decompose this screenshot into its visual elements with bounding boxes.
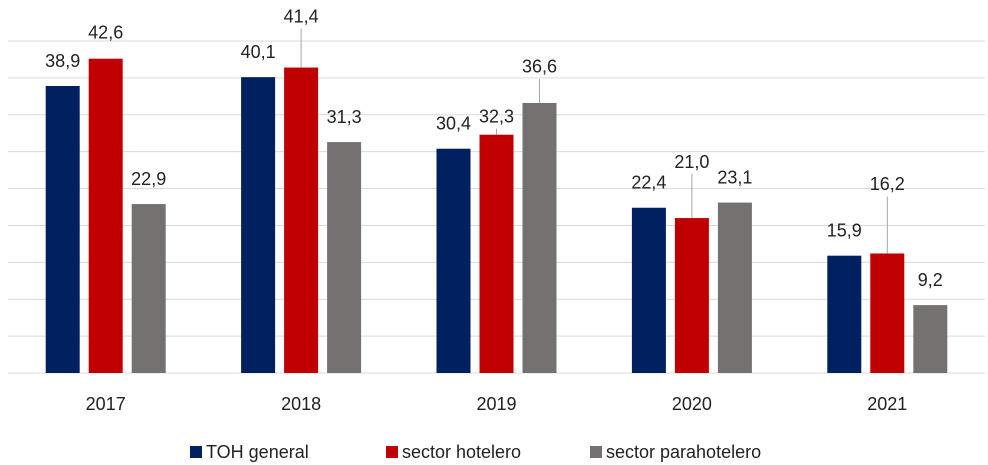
legend-label: sector hotelero [402, 442, 521, 462]
data-label: 22,9 [131, 169, 166, 189]
legend-swatch [386, 446, 398, 458]
legend-label: sector parahotelero [606, 442, 761, 462]
data-label: 42,6 [88, 22, 123, 42]
data-label: 23,1 [717, 167, 752, 187]
legend-swatch [190, 446, 202, 458]
data-label: 31,3 [327, 107, 362, 127]
bar [327, 142, 362, 373]
bar [241, 77, 276, 373]
data-label: 38,9 [45, 51, 80, 71]
bar [284, 67, 319, 373]
data-label: 36,6 [522, 57, 557, 77]
data-label: 32,3 [479, 106, 514, 126]
bar [717, 202, 752, 373]
bar [631, 207, 666, 373]
bar [479, 134, 514, 373]
data-label: 41,4 [284, 6, 319, 26]
x-tick-label: 2019 [476, 394, 516, 414]
bar [870, 253, 905, 373]
bar [436, 148, 471, 373]
data-label: 15,9 [827, 220, 862, 240]
data-label: 16,2 [870, 174, 905, 194]
bar [522, 102, 557, 374]
legend-swatch [590, 446, 602, 458]
data-label: 22,4 [631, 172, 666, 192]
bar [45, 86, 80, 373]
data-label: 30,4 [436, 113, 471, 133]
x-tick-label: 2017 [86, 394, 126, 414]
x-tick-label: 2018 [281, 394, 321, 414]
bar [827, 255, 862, 373]
data-label: 21,0 [674, 152, 709, 172]
data-label: 9,2 [918, 270, 943, 290]
x-tick-label: 2020 [672, 394, 712, 414]
data-label: 40,1 [241, 42, 276, 62]
legend-label: TOH general [206, 442, 309, 462]
x-tick-label: 2021 [867, 394, 907, 414]
bar [913, 305, 948, 373]
bar [88, 58, 123, 373]
bar [674, 218, 709, 373]
bar [131, 204, 166, 373]
